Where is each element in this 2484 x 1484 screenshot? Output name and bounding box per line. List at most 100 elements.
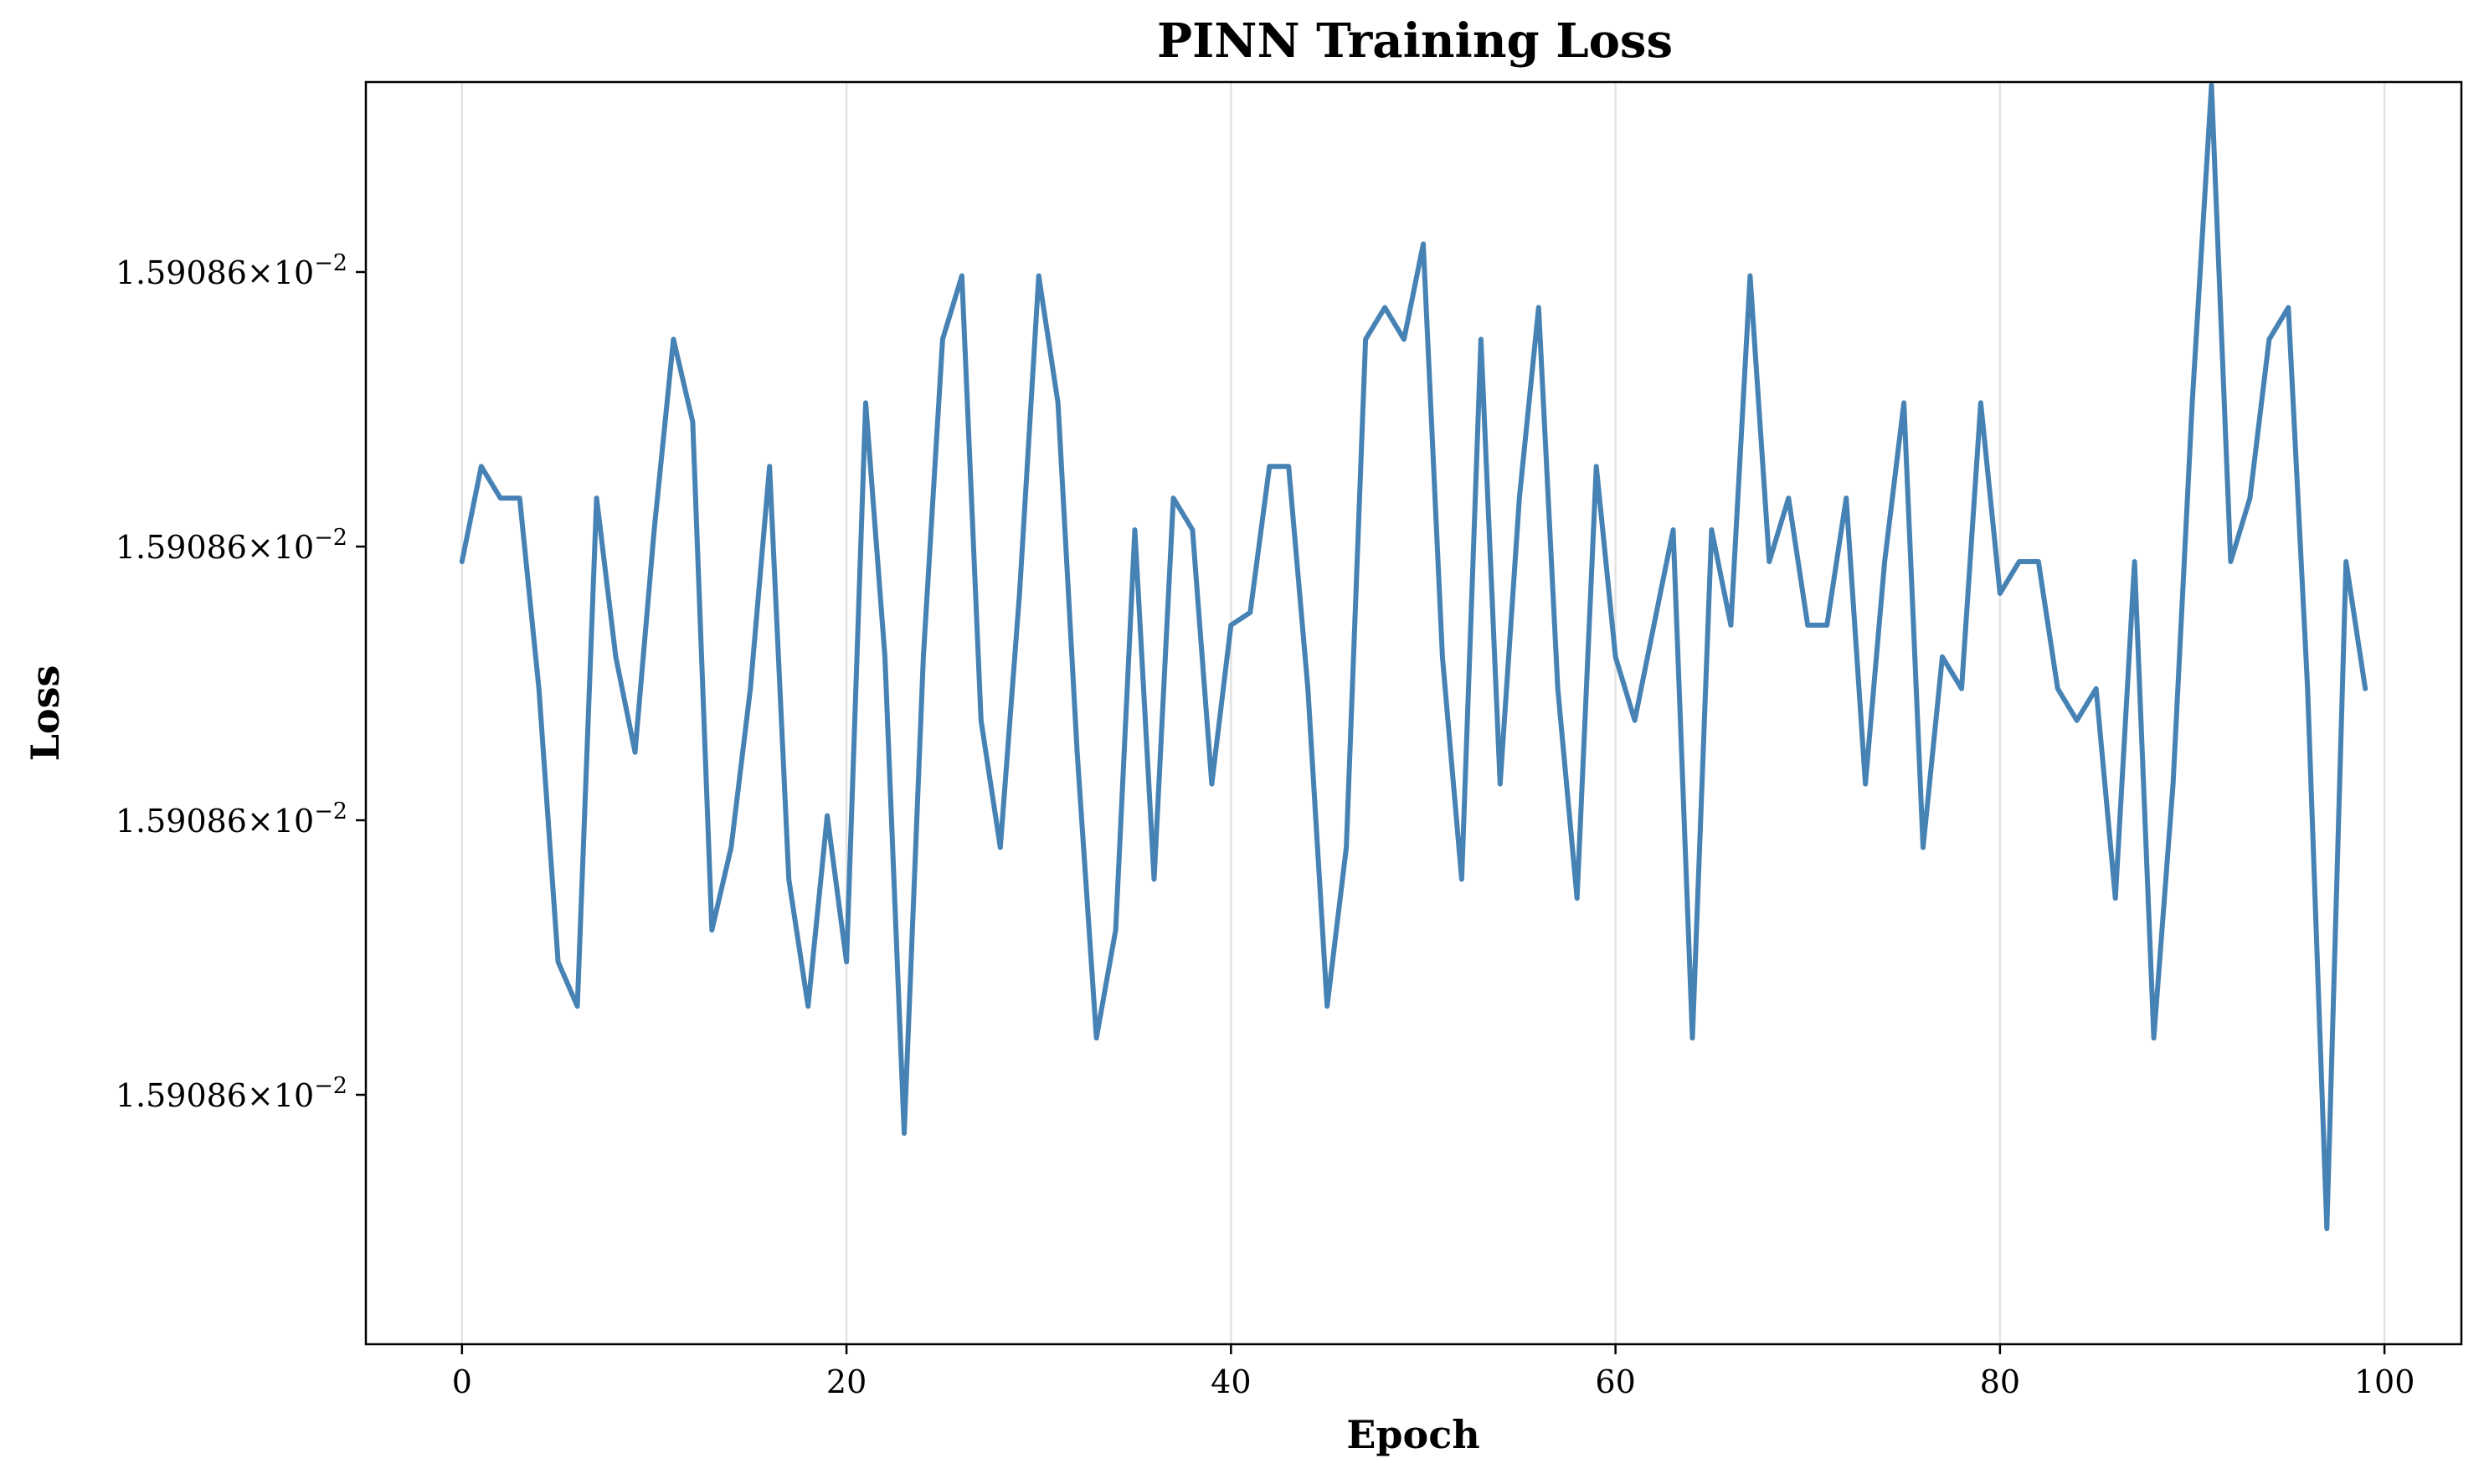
data-point xyxy=(1190,527,1195,532)
y-tick-times: × xyxy=(247,529,274,566)
data-point xyxy=(1998,591,2003,596)
grid-lines xyxy=(460,82,2386,1344)
data-point xyxy=(998,845,1003,850)
data-point xyxy=(2363,686,2368,691)
data-point xyxy=(805,1004,810,1009)
data-point xyxy=(1133,527,1138,532)
data-point xyxy=(786,877,791,882)
y-tick-exponent: −2 xyxy=(314,525,347,551)
data-point xyxy=(460,559,465,564)
data-point xyxy=(556,959,561,964)
data-point xyxy=(1056,400,1061,405)
data-point xyxy=(2228,559,2233,564)
y-tick-base: 10 xyxy=(274,254,314,291)
data-point xyxy=(1440,655,1445,660)
data-point xyxy=(690,419,695,424)
x-tick-label: 100 xyxy=(2354,1363,2415,1400)
data-point xyxy=(1324,1004,1329,1009)
data-point xyxy=(1305,686,1310,691)
data-point xyxy=(1556,686,1561,691)
data-point xyxy=(1152,877,1157,882)
y-tick-base: 10 xyxy=(274,529,314,566)
data-point xyxy=(1882,559,1887,564)
data-point xyxy=(575,1004,580,1009)
data-point xyxy=(825,814,830,819)
data-point xyxy=(1479,336,1484,341)
data-point xyxy=(614,655,619,660)
data-point xyxy=(2055,686,2060,691)
data-point xyxy=(1401,336,1407,341)
series-layer xyxy=(459,82,2368,1231)
y-tick-label: 1.59086×10−2 xyxy=(116,798,347,840)
y-tick-times: × xyxy=(247,803,274,840)
data-point xyxy=(1209,782,1214,787)
data-point xyxy=(1171,496,1176,501)
y-axis-ticks: 1.59086×10−21.59086×10−21.59086×10−21.59… xyxy=(116,250,366,1114)
loss-series-line xyxy=(459,82,2368,1231)
data-point xyxy=(1767,559,1772,564)
data-point xyxy=(1536,305,1541,310)
y-axis-label: Loss xyxy=(23,665,68,762)
data-point xyxy=(1113,927,1119,932)
data-point xyxy=(1786,496,1791,501)
data-point xyxy=(1805,623,1810,628)
data-point xyxy=(1267,464,1272,469)
data-point xyxy=(1978,400,1983,405)
data-point xyxy=(1017,591,1022,596)
data-point xyxy=(1286,464,1291,469)
data-point xyxy=(2113,896,2118,901)
data-point xyxy=(2152,1035,2157,1040)
y-tick-times: × xyxy=(247,254,274,291)
data-point xyxy=(2343,559,2348,564)
x-tick-label: 60 xyxy=(1595,1363,1635,1400)
data-point xyxy=(2305,686,2310,691)
data-point xyxy=(633,750,638,755)
y-tick-exponent: −2 xyxy=(314,250,347,276)
data-point xyxy=(979,718,984,723)
data-point xyxy=(1228,623,1233,628)
data-point xyxy=(2247,496,2252,501)
y-tick-base: 10 xyxy=(274,803,314,840)
y-tick-mantissa: 1.59086 xyxy=(116,803,247,840)
data-point xyxy=(1613,655,1618,660)
data-point xyxy=(1921,845,1926,850)
y-tick-exponent: −2 xyxy=(314,798,347,824)
data-point xyxy=(1824,623,1829,628)
y-tick-exponent: −2 xyxy=(314,1073,347,1099)
x-axis-label: Epoch xyxy=(1346,1412,1479,1457)
data-point xyxy=(1094,1035,1099,1040)
data-point xyxy=(1517,496,1522,501)
data-point xyxy=(2094,686,2099,691)
data-point xyxy=(2171,782,2176,787)
data-point xyxy=(1459,877,1464,882)
data-point xyxy=(1594,464,1599,469)
data-point xyxy=(1652,623,1657,628)
y-tick-times: × xyxy=(247,1077,274,1114)
chart-title: PINN Training Loss xyxy=(1157,13,1673,69)
data-point xyxy=(1247,610,1252,615)
data-point xyxy=(651,527,656,532)
data-point xyxy=(1690,1035,1695,1040)
data-point xyxy=(2286,305,2291,310)
y-tick-mantissa: 1.59086 xyxy=(116,1077,247,1114)
data-point xyxy=(1844,496,1849,501)
data-point xyxy=(882,655,887,660)
x-axis-ticks: 0 20 40 60 80 100 xyxy=(452,1344,2415,1400)
data-point xyxy=(1363,336,1368,341)
y-tick-label: 1.59086×10−2 xyxy=(116,525,347,566)
data-point xyxy=(479,464,484,469)
data-point xyxy=(2017,559,2022,564)
data-point xyxy=(1344,845,1349,850)
data-point xyxy=(517,496,522,501)
data-point xyxy=(1728,623,1733,628)
data-point xyxy=(748,686,753,691)
data-point xyxy=(1747,274,1752,279)
data-point xyxy=(671,336,676,341)
data-point xyxy=(767,464,772,469)
x-tick-label: 80 xyxy=(1980,1363,2020,1400)
x-tick-label: 40 xyxy=(1211,1363,1251,1400)
x-tick-label: 20 xyxy=(826,1363,867,1400)
data-point xyxy=(1959,686,1964,691)
y-tick-base: 10 xyxy=(274,1077,314,1114)
